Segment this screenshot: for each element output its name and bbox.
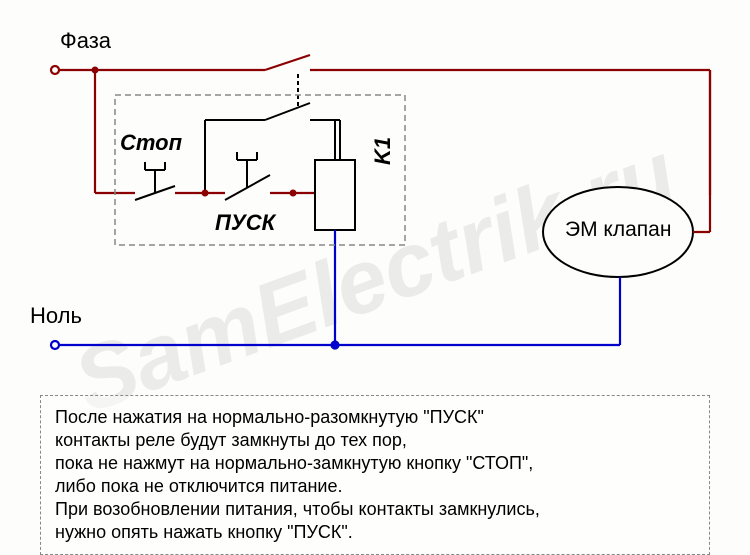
valve-label: ЭМ клапан (565, 218, 671, 242)
desc-line: контакты реле будут замкнуты до тех пор, (55, 429, 695, 452)
description-box: После нажатия на нормально-разомкнутую "… (40, 395, 710, 555)
desc-line: либо пока не отключится питание. (55, 475, 695, 498)
start-label: ПУСК (215, 210, 275, 236)
neutral-label: Ноль (30, 303, 82, 329)
relay-label: K1 (370, 137, 396, 165)
desc-line: После нажатия на нормально-разомкнутую "… (55, 406, 695, 429)
phase-label: Фаза (60, 28, 111, 54)
desc-line: При возобновлении питания, чтобы контакт… (55, 498, 695, 521)
desc-line: пока не нажмут на нормально-замкнутую кн… (55, 452, 695, 475)
stop-label: Стоп (120, 130, 182, 156)
desc-line: нужно опять нажать кнопку "ПУСК". (55, 521, 695, 544)
